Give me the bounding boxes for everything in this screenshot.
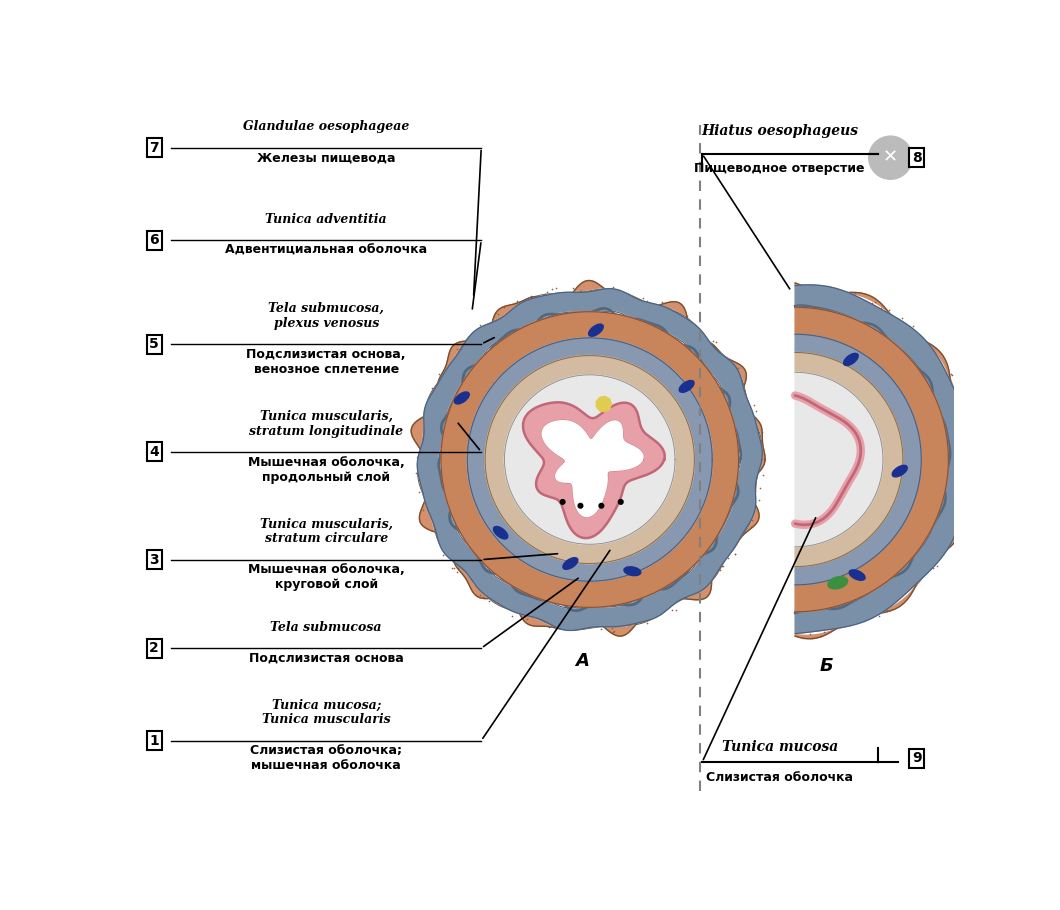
Polygon shape xyxy=(418,288,762,631)
Polygon shape xyxy=(441,312,739,607)
Text: круговой слой: круговой слой xyxy=(275,579,377,592)
Ellipse shape xyxy=(828,577,848,589)
Polygon shape xyxy=(795,285,972,633)
Text: plexus venosus: plexus venosus xyxy=(273,317,378,329)
Polygon shape xyxy=(505,375,675,544)
Text: stratum circulare: stratum circulare xyxy=(265,532,388,545)
Polygon shape xyxy=(467,338,712,581)
Text: 2: 2 xyxy=(149,642,159,655)
Text: Tunica mucosa;: Tunica mucosa; xyxy=(271,698,381,712)
Text: Hiatus oesophageus: Hiatus oesophageus xyxy=(701,125,859,138)
Text: A: A xyxy=(576,652,589,670)
Circle shape xyxy=(599,503,604,508)
Polygon shape xyxy=(485,356,694,563)
Polygon shape xyxy=(411,280,765,636)
Circle shape xyxy=(598,397,604,403)
Text: Мышечная оболочка,: Мышечная оболочка, xyxy=(248,563,405,576)
Text: Tunica muscularis,: Tunica muscularis, xyxy=(260,518,393,531)
Text: 5: 5 xyxy=(149,337,159,351)
Ellipse shape xyxy=(588,324,603,337)
Text: Б: Б xyxy=(819,657,833,675)
Text: Адвентициальная оболочка: Адвентициальная оболочка xyxy=(225,244,427,257)
Polygon shape xyxy=(505,375,675,544)
Circle shape xyxy=(601,406,607,412)
Text: Слизистая оболочка: Слизистая оболочка xyxy=(706,772,853,784)
Ellipse shape xyxy=(679,380,694,392)
Circle shape xyxy=(578,503,583,508)
Circle shape xyxy=(561,500,565,504)
Text: 9: 9 xyxy=(912,752,921,765)
Text: Tunica adventitia: Tunica adventitia xyxy=(265,213,387,226)
Circle shape xyxy=(601,396,607,402)
Polygon shape xyxy=(439,311,741,608)
Ellipse shape xyxy=(494,527,508,539)
Text: 4: 4 xyxy=(149,445,159,459)
Polygon shape xyxy=(795,334,921,585)
Ellipse shape xyxy=(563,558,578,570)
Polygon shape xyxy=(543,420,643,517)
Polygon shape xyxy=(523,402,665,538)
Circle shape xyxy=(601,401,606,407)
Text: Tela submucosa: Tela submucosa xyxy=(270,621,382,634)
Text: Glandulae oesophageae: Glandulae oesophageae xyxy=(243,120,409,134)
Circle shape xyxy=(869,136,913,179)
Polygon shape xyxy=(795,352,903,567)
Ellipse shape xyxy=(849,570,865,581)
Text: 6: 6 xyxy=(149,233,159,248)
Text: 3: 3 xyxy=(149,552,159,567)
Polygon shape xyxy=(795,283,975,639)
Text: 7: 7 xyxy=(149,141,159,155)
Text: Tunica mucosa: Tunica mucosa xyxy=(722,741,837,754)
Polygon shape xyxy=(543,420,643,517)
Text: Tunica muscularis,: Tunica muscularis, xyxy=(260,410,393,422)
Polygon shape xyxy=(485,356,694,563)
Text: Пищеводное отверстие: Пищеводное отверстие xyxy=(694,162,865,175)
Polygon shape xyxy=(467,338,712,581)
Text: Железы пищевода: Железы пищевода xyxy=(257,151,395,165)
Circle shape xyxy=(604,398,611,404)
Polygon shape xyxy=(795,308,949,612)
Text: Слизистая оболочка;: Слизистая оболочка; xyxy=(250,744,402,757)
Ellipse shape xyxy=(844,353,859,366)
Text: Tunica muscularis: Tunica muscularis xyxy=(262,713,390,726)
Ellipse shape xyxy=(893,465,907,477)
Text: венозное сплетение: венозное сплетение xyxy=(253,363,399,376)
Text: мышечная оболочка: мышечная оболочка xyxy=(251,759,401,773)
Text: ✕: ✕ xyxy=(883,148,898,167)
Circle shape xyxy=(605,401,612,407)
Circle shape xyxy=(618,500,623,504)
Text: Мышечная оболочка,: Мышечная оболочка, xyxy=(248,456,405,469)
Circle shape xyxy=(604,404,611,410)
Text: Подслизистая основа: Подслизистая основа xyxy=(249,652,404,665)
Polygon shape xyxy=(795,372,883,547)
Circle shape xyxy=(596,403,602,409)
Ellipse shape xyxy=(624,567,641,576)
Text: Tela submucosa,: Tela submucosa, xyxy=(268,302,384,315)
Text: продольный слой: продольный слой xyxy=(262,470,390,483)
Text: 1: 1 xyxy=(149,733,159,748)
Ellipse shape xyxy=(455,392,470,404)
Circle shape xyxy=(598,405,604,411)
Text: 8: 8 xyxy=(912,151,922,165)
Text: Подслизистая основа,: Подслизистая основа, xyxy=(247,348,406,360)
Text: stratum longitudinale: stratum longitudinale xyxy=(249,425,403,438)
Polygon shape xyxy=(418,289,762,630)
Circle shape xyxy=(596,399,602,406)
